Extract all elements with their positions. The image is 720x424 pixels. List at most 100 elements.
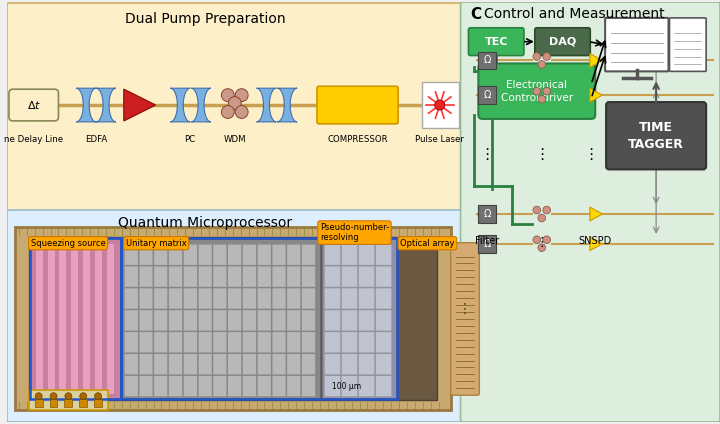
FancyBboxPatch shape [605, 18, 668, 71]
FancyBboxPatch shape [228, 354, 242, 375]
FancyBboxPatch shape [168, 310, 182, 331]
Bar [121, 238, 397, 399]
FancyBboxPatch shape [376, 310, 392, 331]
FancyBboxPatch shape [243, 266, 256, 287]
FancyBboxPatch shape [478, 64, 595, 119]
FancyBboxPatch shape [272, 354, 286, 375]
Bar [106, 243, 114, 394]
FancyBboxPatch shape [272, 244, 286, 265]
FancyBboxPatch shape [359, 244, 374, 265]
FancyBboxPatch shape [139, 310, 153, 331]
Text: ⋮: ⋮ [480, 147, 495, 162]
Bar [322, 239, 396, 398]
FancyBboxPatch shape [154, 310, 168, 331]
FancyBboxPatch shape [272, 310, 286, 331]
FancyBboxPatch shape [376, 354, 392, 375]
FancyBboxPatch shape [287, 244, 301, 265]
FancyBboxPatch shape [325, 244, 341, 265]
FancyBboxPatch shape [287, 376, 301, 397]
Circle shape [221, 89, 234, 102]
FancyBboxPatch shape [287, 310, 301, 331]
Text: WDM: WDM [223, 135, 246, 144]
FancyBboxPatch shape [125, 244, 138, 265]
FancyBboxPatch shape [139, 266, 153, 287]
FancyBboxPatch shape [341, 310, 358, 331]
FancyBboxPatch shape [125, 310, 138, 331]
Bar [30, 238, 121, 399]
FancyBboxPatch shape [257, 332, 271, 353]
Text: Optical array: Optical array [400, 239, 454, 248]
Circle shape [538, 61, 546, 68]
FancyBboxPatch shape [198, 354, 212, 375]
FancyBboxPatch shape [243, 354, 256, 375]
FancyBboxPatch shape [341, 354, 358, 375]
Circle shape [35, 393, 42, 400]
FancyBboxPatch shape [228, 332, 242, 353]
Text: Ω: Ω [484, 239, 491, 249]
FancyBboxPatch shape [184, 288, 197, 309]
Text: Pulse Laser: Pulse Laser [415, 135, 464, 144]
FancyBboxPatch shape [154, 288, 168, 309]
Circle shape [533, 236, 541, 243]
Polygon shape [590, 207, 603, 221]
Polygon shape [192, 88, 211, 122]
Circle shape [543, 206, 551, 214]
FancyBboxPatch shape [184, 332, 197, 353]
Circle shape [94, 393, 102, 400]
FancyBboxPatch shape [257, 266, 271, 287]
FancyBboxPatch shape [243, 376, 256, 397]
FancyBboxPatch shape [228, 244, 242, 265]
FancyBboxPatch shape [139, 332, 153, 353]
Polygon shape [590, 88, 603, 102]
FancyBboxPatch shape [325, 376, 341, 397]
Text: 100 μm: 100 μm [332, 382, 361, 391]
Polygon shape [590, 53, 603, 67]
FancyBboxPatch shape [341, 266, 358, 287]
FancyBboxPatch shape [168, 244, 182, 265]
FancyBboxPatch shape [325, 354, 341, 375]
Text: Ω: Ω [484, 56, 491, 65]
Circle shape [538, 214, 546, 222]
FancyBboxPatch shape [376, 376, 392, 397]
Text: TIME
TAGGER: TIME TAGGER [628, 121, 684, 151]
FancyBboxPatch shape [228, 376, 242, 397]
FancyBboxPatch shape [9, 89, 58, 121]
FancyBboxPatch shape [213, 244, 227, 265]
Bar [82, 243, 90, 394]
FancyBboxPatch shape [341, 376, 358, 397]
FancyBboxPatch shape [168, 266, 182, 287]
FancyBboxPatch shape [198, 266, 212, 287]
FancyBboxPatch shape [29, 390, 108, 410]
FancyBboxPatch shape [287, 266, 301, 287]
FancyBboxPatch shape [15, 227, 451, 410]
Circle shape [538, 95, 546, 103]
FancyBboxPatch shape [272, 266, 286, 287]
FancyBboxPatch shape [125, 354, 138, 375]
FancyBboxPatch shape [287, 354, 301, 375]
FancyBboxPatch shape [154, 266, 168, 287]
FancyBboxPatch shape [168, 354, 182, 375]
FancyBboxPatch shape [7, 3, 462, 213]
FancyBboxPatch shape [198, 310, 212, 331]
FancyBboxPatch shape [317, 86, 398, 124]
FancyBboxPatch shape [213, 376, 227, 397]
FancyBboxPatch shape [478, 235, 496, 253]
FancyBboxPatch shape [243, 288, 256, 309]
FancyBboxPatch shape [257, 288, 271, 309]
Text: TEC: TEC [485, 36, 508, 47]
Bar [31, 239, 120, 398]
FancyBboxPatch shape [272, 332, 286, 353]
FancyBboxPatch shape [213, 354, 227, 375]
Circle shape [533, 87, 541, 95]
FancyBboxPatch shape [154, 332, 168, 353]
FancyBboxPatch shape [606, 102, 706, 170]
Polygon shape [171, 88, 190, 122]
Circle shape [80, 393, 86, 400]
FancyBboxPatch shape [198, 332, 212, 353]
FancyBboxPatch shape [535, 28, 590, 56]
FancyBboxPatch shape [125, 332, 138, 353]
FancyBboxPatch shape [125, 376, 138, 397]
Text: ne Delay Line: ne Delay Line [4, 135, 63, 144]
FancyBboxPatch shape [168, 332, 182, 353]
FancyBboxPatch shape [154, 354, 168, 375]
